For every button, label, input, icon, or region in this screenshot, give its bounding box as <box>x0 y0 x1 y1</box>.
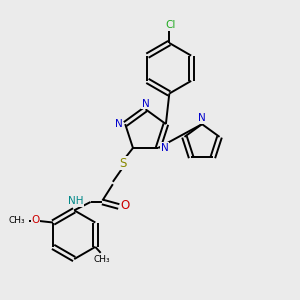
Text: N: N <box>161 143 169 153</box>
Text: N: N <box>142 99 149 109</box>
Text: CH₃: CH₃ <box>9 216 26 225</box>
Text: N: N <box>115 119 122 129</box>
Text: CH₃: CH₃ <box>94 255 110 264</box>
Text: O: O <box>120 199 129 212</box>
Text: Cl: Cl <box>166 20 176 30</box>
Text: NH: NH <box>68 196 84 206</box>
Text: N: N <box>198 113 206 123</box>
Text: O: O <box>31 215 39 225</box>
Text: S: S <box>120 157 127 170</box>
